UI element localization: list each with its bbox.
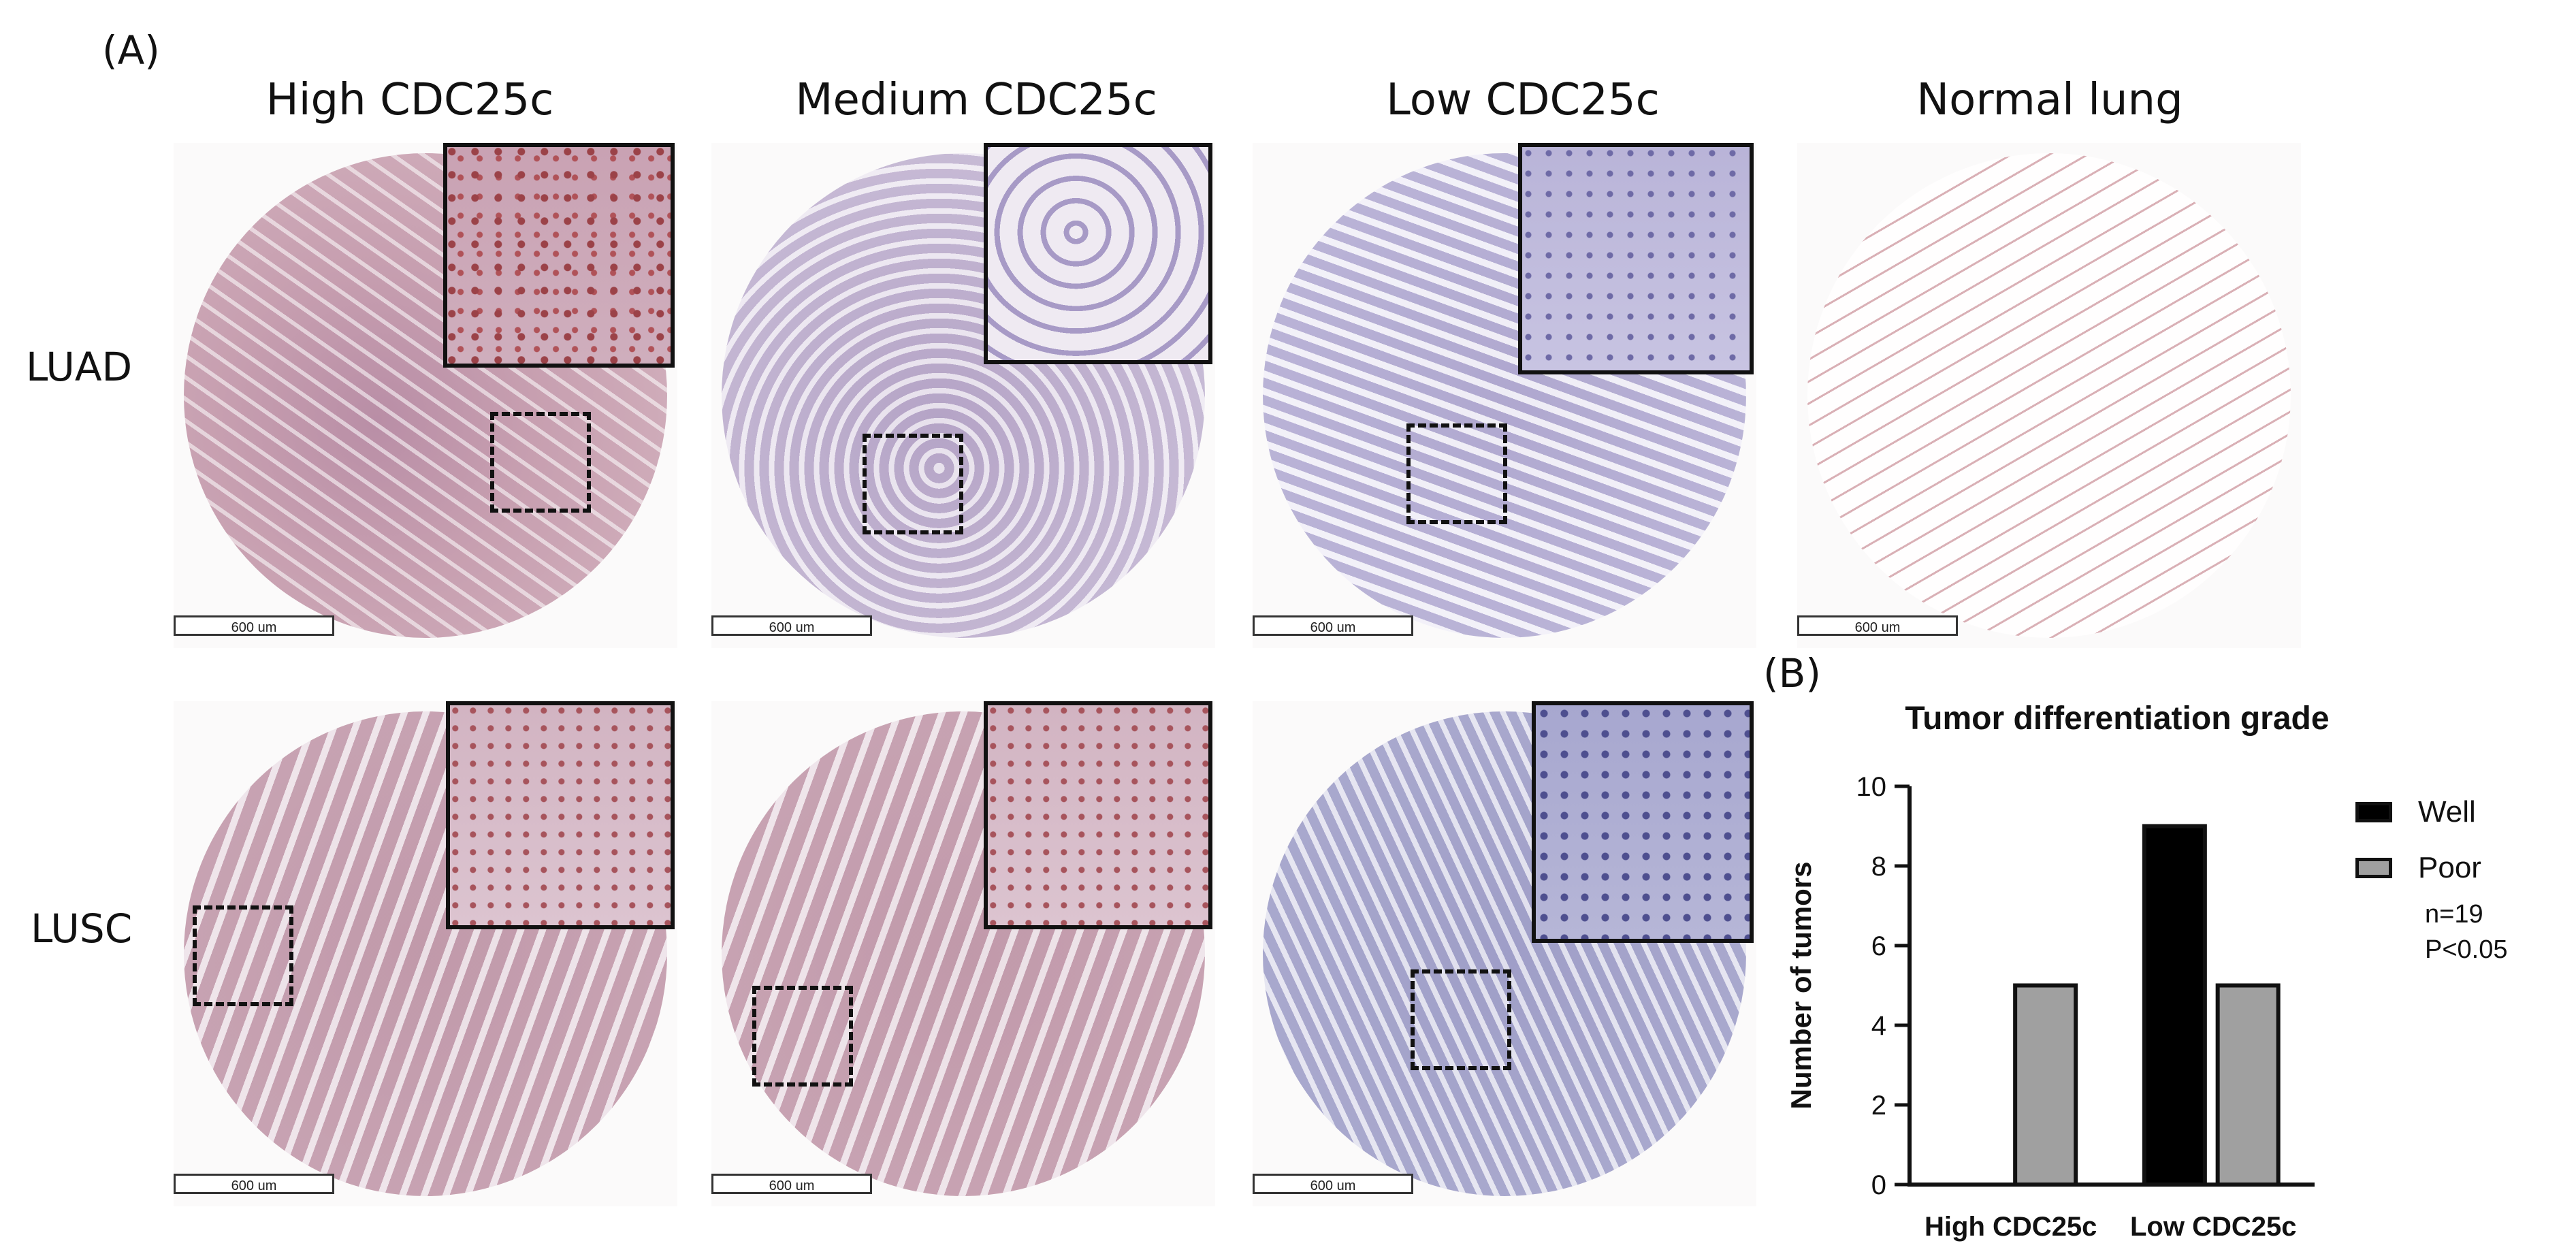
zoom-inset — [1532, 701, 1754, 943]
annotation-p: P<0.05 — [2425, 935, 2508, 964]
y-axis-title: Number of tumors — [1785, 861, 1817, 1109]
scale-bar: 600 um — [1253, 615, 1413, 636]
panel-a-label: (A) — [102, 27, 160, 74]
y-tick-label: 0 — [1871, 1170, 1886, 1200]
tissue-core — [1807, 152, 2291, 639]
zoom-inset — [446, 701, 675, 929]
zoom-inset — [984, 701, 1212, 929]
bar-poor-1 — [2215, 983, 2281, 1187]
legend-swatch-poor — [2355, 858, 2392, 878]
zoom-region-box — [490, 412, 591, 513]
legend-label-poor: Poor — [2418, 851, 2481, 884]
bars — [2013, 824, 2281, 1187]
zoom-region-box — [1411, 969, 1511, 1070]
column-title-normal-lung: Normal lung — [1916, 75, 2183, 125]
y-tick-label: 8 — [1871, 852, 1886, 882]
legend-item-poor: Poor — [2355, 851, 2481, 885]
legend-label-well: Well — [2418, 795, 2476, 829]
y-tick-label: 2 — [1871, 1091, 1886, 1121]
panel-b-label: (B) — [1763, 650, 1822, 696]
row-label-lusc: LUSC — [31, 905, 133, 952]
column-title-low: Low CDC25c — [1386, 75, 1660, 125]
zoom-inset — [443, 143, 675, 368]
x-category-label: High CDC25c — [1925, 1212, 2097, 1242]
scale-bar: 600 um — [711, 615, 872, 636]
zoom-region-box — [863, 434, 963, 534]
zoom-region-box — [1406, 423, 1507, 524]
lusc-low-micrograph: 600 um — [1253, 701, 1756, 1206]
row-label-luad: LUAD — [26, 344, 133, 390]
scale-bar: 600 um — [1797, 615, 1958, 636]
y-tick-label: 6 — [1871, 931, 1886, 961]
annotation-n: n=19 — [2425, 900, 2483, 929]
chart-title: Tumor differentiation grade — [1905, 701, 2330, 737]
legend-item-well: Well — [2355, 795, 2476, 829]
bar-chart: 0 2 4 6 8 10 Number of tumors High CDC25c Low CD… — [1785, 772, 2315, 1242]
scale-bar: 600 um — [174, 615, 334, 636]
zoom-region-box — [193, 905, 293, 1006]
column-title-high: High CDC25c — [265, 75, 554, 125]
y-tick-label: 4 — [1871, 1011, 1886, 1041]
column-title-medium: Medium CDC25c — [795, 75, 1157, 125]
y-tick-label: 10 — [1856, 772, 1887, 802]
bar-well-1 — [2142, 824, 2207, 1187]
luad-high-micrograph: 600 um — [174, 143, 677, 648]
luad-low-micrograph: 600 um — [1253, 143, 1756, 648]
x-category-label: Low CDC25c — [2130, 1212, 2297, 1242]
zoom-inset — [1518, 143, 1754, 374]
scale-bar: 600 um — [174, 1174, 334, 1194]
lusc-high-micrograph: 600 um — [174, 701, 677, 1206]
luad-medium-micrograph: 600 um — [711, 143, 1215, 648]
zoom-region-box — [752, 986, 853, 1087]
scale-bar: 600 um — [1253, 1174, 1413, 1194]
scale-bar: 600 um — [711, 1174, 872, 1194]
zoom-inset — [984, 143, 1212, 364]
lusc-medium-micrograph: 600 um — [711, 701, 1215, 1206]
normal-lung-micrograph: 600 um — [1797, 143, 2301, 648]
bar-poor-0 — [2013, 983, 2078, 1187]
legend-swatch-well — [2355, 802, 2392, 822]
axis-labels: 0 2 4 6 8 10 Number of tumors High CDC25c Low CD… — [1785, 772, 2297, 1242]
